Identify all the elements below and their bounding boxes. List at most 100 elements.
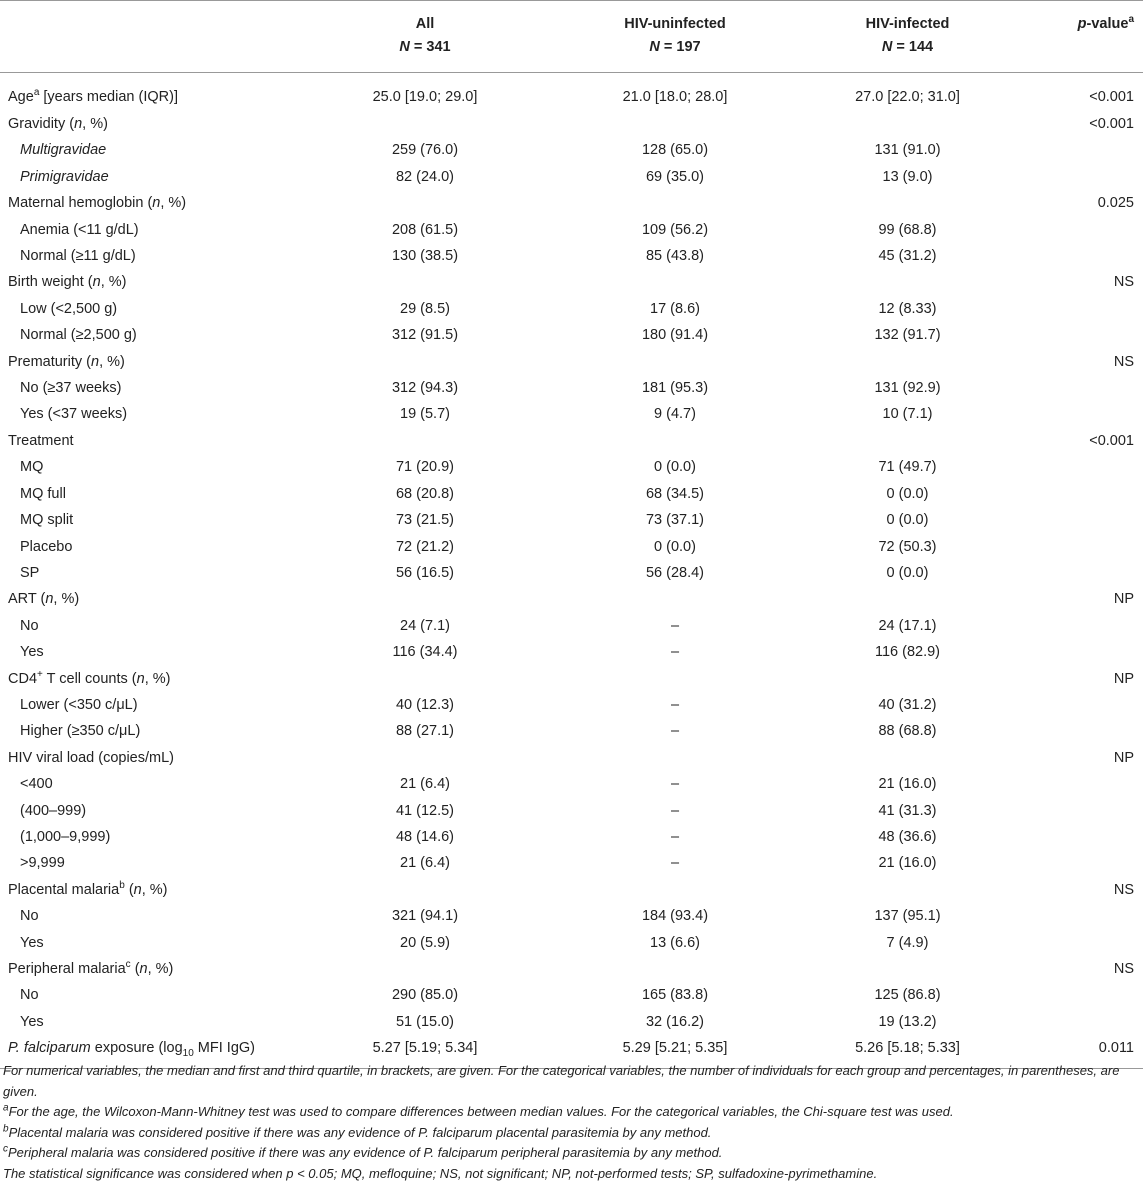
text: 0 (0.0) xyxy=(886,485,929,502)
value-cell: 21 (16.0) xyxy=(800,850,1015,876)
row-label: Yes (<37 weeks) xyxy=(0,401,300,427)
p-value-cell xyxy=(1015,137,1143,163)
table-row: MQ split 73 (21.5) 73 (37.1) 0 (0.0) xyxy=(0,507,1143,533)
value-cell: 32 (16.2) xyxy=(550,1009,800,1035)
text: N xyxy=(881,39,893,55)
text: 5.26 [5.18; 5.33] xyxy=(855,1040,960,1057)
table-row: Higher (≥350 c/μL) 88 (27.1) – 88 (68.8) xyxy=(0,718,1143,744)
row-label: Normal (≥2,500 g) xyxy=(0,322,300,348)
value-cell xyxy=(800,877,1015,903)
value-cell: 10 (7.1) xyxy=(800,401,1015,427)
value-cell: 125 (86.8) xyxy=(800,982,1015,1008)
value-cell xyxy=(800,111,1015,137)
text: Yes xyxy=(20,934,44,951)
table-row: ART (n, %) NP xyxy=(0,586,1143,612)
text: Yes xyxy=(20,644,44,661)
row-label: <400 xyxy=(0,771,300,797)
table-row: Yes (<37 weeks) 19 (5.7) 9 (4.7) 10 (7.1) xyxy=(0,401,1143,427)
table-row: >9,999 21 (6.4) – 21 (16.0) xyxy=(0,850,1143,876)
p-value-cell xyxy=(1015,534,1143,560)
value-cell: 0 (0.0) xyxy=(800,481,1015,507)
p-value-cell xyxy=(1015,217,1143,243)
text: Higher (≥350 c/μL) xyxy=(20,723,141,740)
row-label: (1,000–9,999) xyxy=(0,824,300,850)
text: b xyxy=(119,879,125,891)
text: 130 (38.5) xyxy=(391,248,459,265)
text: 51 (15.0) xyxy=(395,1013,455,1030)
p-value-cell xyxy=(1015,930,1143,956)
value-cell xyxy=(800,745,1015,771)
table-body: Agea [years median (IQR)] 25.0 [19.0; 29.… xyxy=(0,73,1143,1069)
header-cell: HIV-infected N = 144 xyxy=(800,0,1015,73)
text: 25.0 [19.0; 29.0] xyxy=(372,89,478,105)
p-value-cell xyxy=(1015,850,1143,876)
value-cell: 7 (4.9) xyxy=(800,930,1015,956)
row-label: No xyxy=(0,613,300,639)
value-cell xyxy=(550,666,800,692)
text: 116 (82.9) xyxy=(874,644,941,661)
value-cell: 321 (94.1) xyxy=(300,903,550,929)
text: 48 (36.6) xyxy=(878,828,937,845)
text: 125 (86.8) xyxy=(874,987,941,1004)
text: 45 (31.2) xyxy=(878,248,937,265)
text: – xyxy=(670,644,680,661)
text: MFI IgG) xyxy=(193,1040,255,1057)
text: <400 xyxy=(20,776,53,793)
text: HIV-uninfected xyxy=(624,16,726,32)
row-label: Yes xyxy=(0,1009,300,1035)
value-cell: 56 (28.4) xyxy=(550,560,800,586)
table-row: Yes 116 (34.4) – 116 (82.9) xyxy=(0,639,1143,665)
p-value-cell xyxy=(1015,798,1143,824)
text: , %) xyxy=(141,881,168,898)
value-cell: 82 (24.0) xyxy=(300,164,550,190)
text: No xyxy=(20,617,39,634)
value-cell: 24 (17.1) xyxy=(800,613,1015,639)
text: 290 (85.0) xyxy=(391,987,459,1004)
value-cell: 71 (20.9) xyxy=(300,454,550,480)
header-n: N = 144 xyxy=(800,36,1015,59)
text: 69 (35.0) xyxy=(645,168,705,185)
value-cell xyxy=(300,269,550,295)
p-value-cell: <0.001 xyxy=(1015,428,1143,454)
text: n xyxy=(152,195,161,212)
text: MQ split xyxy=(20,512,74,529)
text: – xyxy=(670,828,680,845)
text: 17 (8.6) xyxy=(650,300,700,317)
row-label: HIV viral load (copies/mL) xyxy=(0,745,300,771)
footnote: For numerical variables, the median and … xyxy=(3,1061,1138,1102)
p-value-cell xyxy=(1015,401,1143,427)
text: 88 (27.1) xyxy=(395,723,455,740)
text: 19 (5.7) xyxy=(400,406,450,423)
text: T cell counts ( xyxy=(42,670,137,687)
value-cell: – xyxy=(550,771,800,797)
text: c xyxy=(125,959,131,971)
value-cell xyxy=(550,745,800,771)
text: p xyxy=(1077,16,1087,32)
value-cell xyxy=(550,349,800,375)
row-label: >9,999 xyxy=(0,850,300,876)
value-cell: 312 (91.5) xyxy=(300,322,550,348)
p-value-cell xyxy=(1015,481,1143,507)
text: 0.025 xyxy=(1097,195,1134,212)
p-value-cell xyxy=(1015,507,1143,533)
text: SP xyxy=(20,564,40,581)
value-cell: 25.0 [19.0; 29.0] xyxy=(300,73,550,112)
table-row: Multigravidae 259 (76.0) 128 (65.0) 131 (91… xyxy=(0,137,1143,163)
value-cell: 68 (34.5) xyxy=(550,481,800,507)
text: Anemia (<11 g/dL) xyxy=(20,221,139,238)
p-value-cell xyxy=(1015,982,1143,1008)
p-value-cell: <0.001 xyxy=(1015,73,1143,112)
text: 82 (24.0) xyxy=(395,168,455,185)
text: , %) xyxy=(82,116,108,132)
value-cell xyxy=(800,428,1015,454)
text: 72 (50.3) xyxy=(878,538,937,555)
table-row: Placebo 72 (21.2) 0 (0.0) 72 (50.3) xyxy=(0,534,1143,560)
text: 29 (8.5) xyxy=(400,300,450,317)
text: 24 (17.1) xyxy=(878,617,937,634)
text: = 197 xyxy=(659,39,701,55)
text: 181 (95.3) xyxy=(641,380,709,397)
text: 13 (6.6) xyxy=(650,934,700,951)
text: Treatment xyxy=(8,432,74,449)
text: 7 (4.9) xyxy=(886,934,929,951)
